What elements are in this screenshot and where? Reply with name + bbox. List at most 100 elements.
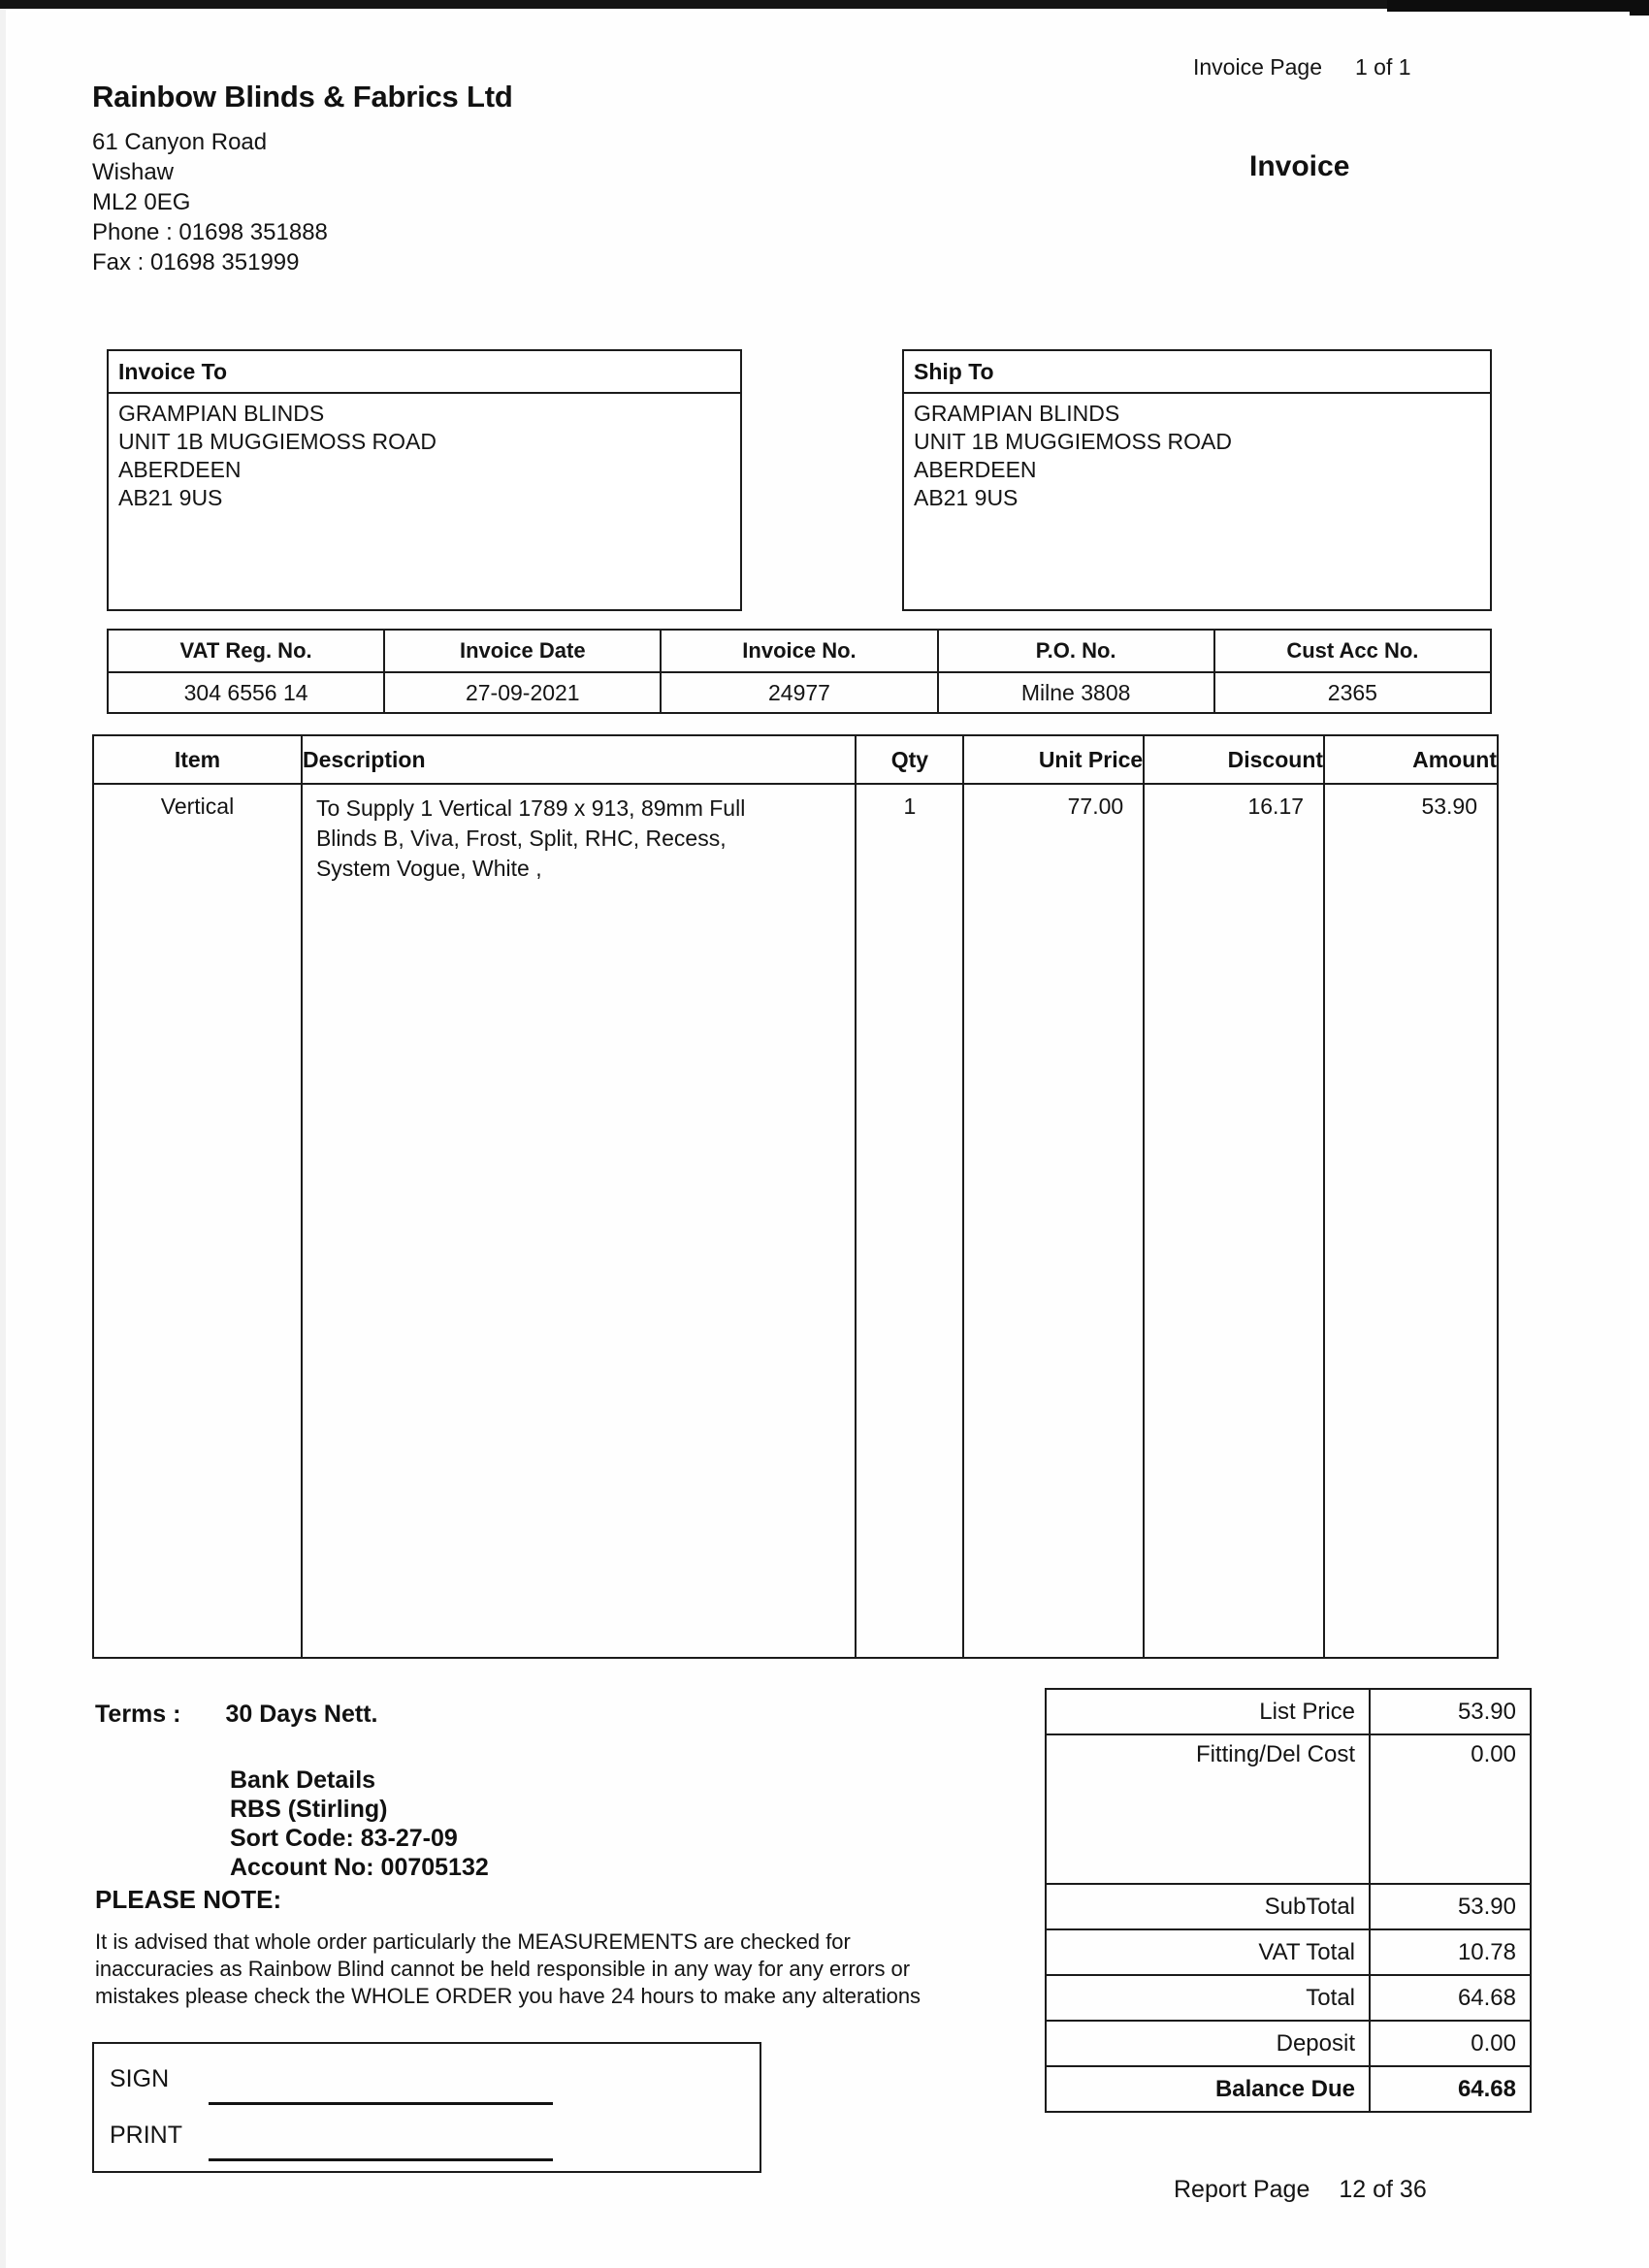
ship-to-box: Ship To GRAMPIAN BLINDS UNIT 1B MUGGIEMO…: [902, 349, 1492, 611]
please-note-heading: PLEASE NOTE:: [95, 1885, 282, 1914]
invoice-to-line-3: ABERDEEN: [118, 457, 242, 482]
signature-box: SIGN PRINT: [92, 2042, 761, 2173]
value-vat-total: 10.78: [1369, 1928, 1532, 1976]
column-header-qty: Qty: [855, 734, 965, 785]
description-line-1: To Supply 1 Vertical 1789 x 913, 89mm Fu…: [315, 795, 746, 821]
cell-unit-price: 77.00: [962, 784, 1146, 1659]
ship-to-line-4: AB21 9US: [914, 485, 1018, 510]
invoice-page-label-text: Invoice Page: [1193, 54, 1322, 80]
details-value-invoice-date: 27-09-2021: [383, 672, 663, 714]
column-header-unit-price: Unit Price: [962, 734, 1146, 785]
scan-edge-left: [0, 9, 6, 2268]
terms-value: 30 Days Nett.: [225, 1701, 378, 1728]
label-fitting-del-cost: Fitting/Del Cost: [1045, 1733, 1371, 1885]
ship-to-line-1: GRAMPIAN BLINDS: [914, 401, 1120, 426]
company-info: Rainbow Blinds & Fabrics Ltd 61 Canyon R…: [92, 80, 694, 277]
cell-qty: 1: [855, 784, 965, 1659]
invoice-details-table: VAT Reg. No. Invoice Date Invoice No. P.…: [106, 629, 1493, 714]
value-fitting-del-cost: 0.00: [1369, 1733, 1532, 1885]
company-fax: Fax : 01698 351999: [92, 249, 300, 275]
company-postcode: ML2 0EG: [92, 189, 191, 215]
table-row: Vertical To Supply 1 Vertical 1789 x 913…: [92, 784, 1499, 1659]
invoice-to-heading: Invoice To: [109, 351, 740, 394]
please-note-line-2: inaccuracies as Rainbow Blind cannot be …: [95, 1957, 911, 1981]
column-header-item: Item: [92, 734, 303, 785]
label-vat-total: VAT Total: [1045, 1928, 1371, 1976]
value-subtotal: 53.90: [1369, 1883, 1532, 1930]
totals-row-list-price: List Price 53.90: [1045, 1688, 1532, 1735]
details-value-cust-acc-no: 2365: [1212, 672, 1493, 714]
cell-item: Vertical: [92, 784, 303, 1659]
details-header-cust-acc-no: Cust Acc No.: [1212, 629, 1493, 673]
value-balance-due: 64.68: [1369, 2065, 1532, 2113]
cell-discount: 16.17: [1143, 784, 1326, 1659]
sign-label: SIGN: [110, 2065, 170, 2092]
totals-row-fitting-cost: Fitting/Del Cost 0.00: [1045, 1733, 1532, 1885]
line-items-table: Item Description Qty Unit Price Discount…: [92, 734, 1499, 1659]
line-items-header-row: Item Description Qty Unit Price Discount…: [92, 734, 1499, 785]
company-address-line1: 61 Canyon Road: [92, 129, 268, 155]
invoice-page-indicator: Invoice Page 1 of 1: [1193, 54, 1411, 81]
terms-row: Terms : 30 Days Nett.: [95, 1701, 377, 1729]
column-header-amount: Amount: [1323, 734, 1499, 785]
invoice-to-address: GRAMPIAN BLINDS UNIT 1B MUGGIEMOSS ROAD …: [109, 394, 740, 512]
totals-table: List Price 53.90 Fitting/Del Cost 0.00 S…: [1045, 1688, 1532, 2113]
bank-sort-code: Sort Code: 83-27-09: [230, 1825, 458, 1852]
details-header-vat-reg: VAT Reg. No.: [106, 629, 386, 673]
label-deposit: Deposit: [1045, 2020, 1371, 2067]
report-page-value: 12 of 36: [1339, 2176, 1427, 2203]
details-value-po-no: Milne 3808: [936, 672, 1215, 714]
invoice-page-value: 1 of 1: [1354, 54, 1411, 80]
bank-account-no: Account No: 00705132: [230, 1854, 489, 1881]
ship-to-line-3: ABERDEEN: [914, 457, 1037, 482]
terms-label: Terms :: [95, 1701, 181, 1728]
value-list-price: 53.90: [1369, 1688, 1532, 1735]
invoice-to-box: Invoice To GRAMPIAN BLINDS UNIT 1B MUGGI…: [107, 349, 742, 611]
label-total: Total: [1045, 1974, 1371, 2022]
ship-to-line-2: UNIT 1B MUGGIEMOSS ROAD: [914, 429, 1233, 454]
bank-name: RBS (Stirling): [230, 1796, 388, 1823]
sign-input-line[interactable]: [209, 2102, 553, 2105]
details-header-row: VAT Reg. No. Invoice Date Invoice No. P.…: [106, 629, 1493, 673]
column-header-description: Description: [300, 734, 857, 785]
please-note-line-3: mistakes please check the WHOLE ORDER yo…: [95, 1984, 922, 2008]
report-page-indicator: Report Page 12 of 36: [1174, 2176, 1427, 2204]
ship-to-heading: Ship To: [904, 351, 1490, 394]
invoice-to-line-1: GRAMPIAN BLINDS: [118, 401, 325, 426]
label-list-price: List Price: [1045, 1688, 1371, 1735]
cell-amount: 53.90: [1323, 784, 1499, 1659]
description-line-3: System Vogue, White ,: [315, 856, 542, 881]
company-name: Rainbow Blinds & Fabrics Ltd: [92, 80, 513, 113]
totals-row-balance-due: Balance Due 64.68: [1045, 2065, 1532, 2113]
bank-details-heading: Bank Details: [230, 1766, 376, 1794]
label-balance-due: Balance Due: [1045, 2065, 1371, 2113]
totals-row-subtotal: SubTotal 53.90: [1045, 1883, 1532, 1930]
details-header-invoice-date: Invoice Date: [383, 629, 663, 673]
details-header-invoice-no: Invoice No.: [660, 629, 939, 673]
company-address-line2: Wishaw: [92, 159, 175, 185]
value-total: 64.68: [1369, 1974, 1532, 2022]
please-note-line-1: It is advised that whole order particula…: [95, 1929, 851, 1954]
description-line-2: Blinds B, Viva, Frost, Split, RHC, Reces…: [315, 826, 727, 851]
document-title: Invoice: [1249, 150, 1350, 182]
please-note-body: It is advised that whole order particula…: [95, 1928, 997, 2010]
value-deposit: 0.00: [1369, 2020, 1532, 2067]
details-value-row: 304 6556 14 27-09-2021 24977 Milne 3808 …: [106, 672, 1493, 714]
details-header-po-no: P.O. No.: [936, 629, 1215, 673]
company-phone: Phone : 01698 351888: [92, 219, 328, 245]
ship-to-address: GRAMPIAN BLINDS UNIT 1B MUGGIEMOSS ROAD …: [904, 394, 1490, 512]
invoice-to-line-2: UNIT 1B MUGGIEMOSS ROAD: [118, 429, 437, 454]
label-subtotal: SubTotal: [1045, 1883, 1371, 1930]
bank-details: Bank Details RBS (Stirling) Sort Code: 8…: [230, 1766, 489, 1882]
report-page-label-text: Report Page: [1174, 2176, 1310, 2203]
print-input-line[interactable]: [209, 2158, 553, 2161]
column-header-discount: Discount: [1143, 734, 1326, 785]
totals-row-vat-total: VAT Total 10.78: [1045, 1928, 1532, 1976]
details-value-vat-reg: 304 6556 14: [106, 672, 386, 714]
scan-edge-top: [0, 0, 1649, 9]
cell-description: To Supply 1 Vertical 1789 x 913, 89mm Fu…: [300, 784, 857, 1659]
print-label: PRINT: [110, 2122, 182, 2149]
invoice-to-line-4: AB21 9US: [118, 485, 223, 510]
